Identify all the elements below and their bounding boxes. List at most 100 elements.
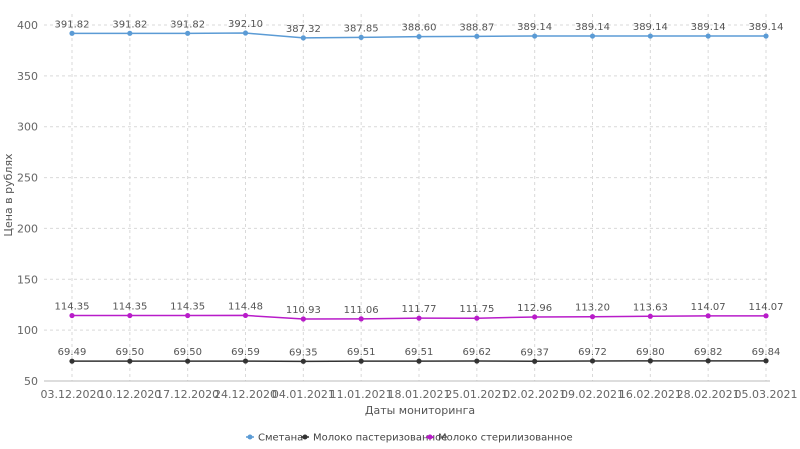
y-tick-label: 300 — [17, 121, 38, 134]
x-tick-label: 25.01.2021 — [445, 388, 508, 401]
x-tick-label: 28.02.2021 — [677, 388, 740, 401]
data-point[interactable] — [300, 316, 306, 322]
data-point[interactable] — [589, 314, 596, 320]
data-point[interactable] — [242, 30, 249, 36]
x-tick-label: 09.02.2021 — [561, 388, 624, 401]
y-tick-label: 150 — [17, 273, 38, 286]
y-tick-label: 400 — [17, 19, 38, 32]
data-point[interactable] — [242, 358, 249, 364]
data-label: 114.35 — [55, 302, 90, 313]
y-tick-label: 50 — [24, 375, 38, 388]
data-label: 111.77 — [402, 304, 437, 315]
data-label: 388.60 — [402, 23, 437, 34]
legend-item[interactable]: Молоко стерилизованное — [426, 433, 573, 444]
data-point[interactable] — [532, 314, 538, 320]
x-tick-label: 10.12.2020 — [98, 388, 161, 401]
data-point[interactable] — [416, 315, 422, 321]
data-label: 69.50 — [116, 347, 145, 358]
data-label: 392.10 — [228, 19, 263, 30]
series-1: 69.49 69.50 69.50 69.59 69.35 69.51 69.51 69.62… — [58, 347, 781, 364]
data-point[interactable] — [705, 313, 711, 319]
data-label: 391.82 — [112, 19, 147, 30]
data-point[interactable] — [705, 358, 711, 364]
data-point[interactable] — [127, 312, 133, 319]
data-point[interactable] — [69, 30, 75, 36]
data-point[interactable] — [185, 358, 191, 364]
data-label: 111.75 — [459, 304, 494, 315]
data-label: 114.48 — [228, 301, 263, 312]
data-label: 113.20 — [575, 303, 610, 314]
series-0: 391.82 391.82 391.82 392.10 387.32 387.85 388.… — [55, 19, 784, 41]
data-point[interactable] — [532, 358, 538, 364]
x-tick-label: 16.02.2021 — [619, 388, 682, 401]
data-point[interactable] — [474, 358, 480, 364]
x-tick-label: 03.12.2020 — [41, 388, 104, 401]
legend-label: Молоко пастеризованное — [313, 433, 447, 444]
y-axis-ticks: 50 100 150 200 250 300 350 400 — [17, 19, 38, 388]
x-tick-label: 11.01.2021 — [330, 388, 393, 401]
legend-item[interactable]: Сметана — [246, 433, 303, 444]
x-tick-label: 02.02.2021 — [503, 388, 566, 401]
data-point[interactable] — [358, 358, 364, 364]
data-label: 69.59 — [231, 347, 260, 358]
data-label: 389.14 — [691, 22, 726, 33]
data-point[interactable] — [647, 358, 653, 364]
data-label: 389.14 — [633, 22, 668, 33]
data-label: 114.07 — [691, 302, 726, 313]
data-point[interactable] — [763, 358, 769, 364]
x-tick-label: 24.12.2020 — [214, 388, 277, 401]
legend-item[interactable]: Молоко пастеризованное — [301, 433, 447, 444]
data-point[interactable] — [300, 358, 306, 364]
data-label: 113.63 — [633, 302, 668, 313]
data-point[interactable] — [185, 312, 191, 319]
data-label: 111.06 — [344, 305, 379, 316]
data-label: 389.14 — [517, 22, 552, 33]
data-label: 69.37 — [520, 347, 549, 358]
data-point[interactable] — [300, 35, 306, 41]
legend-marker — [427, 434, 433, 440]
data-point[interactable] — [763, 33, 769, 39]
data-point[interactable] — [358, 34, 364, 40]
y-tick-label: 200 — [17, 222, 38, 235]
data-point[interactable] — [647, 33, 653, 39]
data-point[interactable] — [474, 33, 480, 39]
grid — [44, 14, 770, 381]
legend-marker — [247, 434, 253, 440]
x-tick-label: 18.01.2021 — [388, 388, 451, 401]
data-point[interactable] — [763, 313, 769, 319]
legend-label: Сметана — [258, 433, 303, 444]
data-point[interactable] — [647, 313, 653, 319]
x-axis-ticks: 03.12.202010.12.202017.12.202024.12.2020… — [41, 388, 798, 401]
data-point[interactable] — [127, 30, 133, 36]
data-label: 69.49 — [58, 347, 87, 358]
data-point[interactable] — [589, 358, 596, 364]
data-point[interactable] — [242, 312, 249, 319]
data-label: 69.82 — [694, 347, 723, 358]
data-point[interactable] — [532, 33, 538, 39]
data-label: 69.84 — [752, 347, 781, 358]
data-point[interactable] — [127, 358, 133, 364]
legend-label: Молоко стерилизованное — [438, 433, 573, 444]
data-label: 69.72 — [578, 347, 607, 358]
legend-marker — [302, 434, 308, 440]
data-point[interactable] — [69, 312, 75, 319]
data-point[interactable] — [69, 358, 75, 364]
data-point[interactable] — [705, 33, 711, 39]
data-label: 114.07 — [749, 302, 784, 313]
data-point[interactable] — [185, 30, 191, 36]
data-label: 114.35 — [112, 302, 147, 313]
data-point[interactable] — [416, 33, 422, 40]
data-label: 387.85 — [344, 23, 379, 34]
data-point[interactable] — [589, 33, 596, 39]
y-tick-label: 250 — [17, 172, 38, 185]
data-point[interactable] — [416, 358, 422, 364]
series-layer: 391.82 391.82 391.82 392.10 387.32 387.85 388.… — [55, 19, 784, 364]
data-label: 69.35 — [289, 347, 318, 358]
y-tick-label: 100 — [17, 324, 38, 337]
data-point[interactable] — [474, 315, 480, 321]
data-label: 391.82 — [170, 19, 205, 30]
data-point[interactable] — [358, 316, 364, 322]
data-label: 389.14 — [749, 22, 784, 33]
data-label: 69.51 — [347, 347, 376, 358]
